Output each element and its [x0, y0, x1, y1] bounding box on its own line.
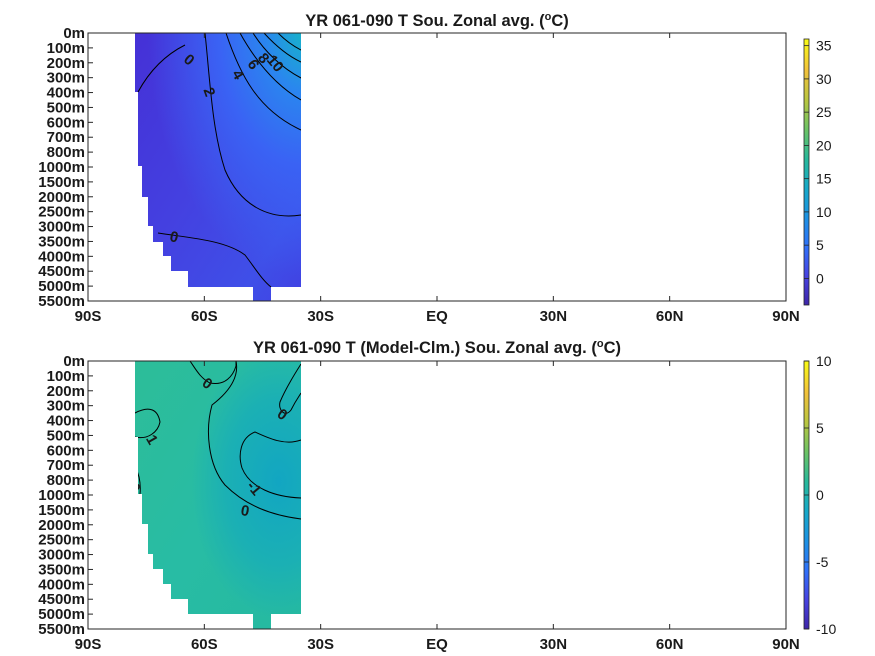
contour-line — [208, 361, 301, 520]
x-tick-label: 30N — [540, 636, 568, 653]
colorbar-frame — [803, 38, 810, 306]
x-tick-label: 90N — [772, 636, 800, 653]
y-tick-label: 1000m — [38, 159, 85, 176]
x-axis: 90S 60S 30S EQ 30N 60N 90N — [75, 361, 800, 653]
contour-line — [239, 431, 301, 499]
x-tick-label: 30S — [307, 636, 334, 653]
y-tick-label: 500m — [47, 99, 85, 116]
x-tick-label: 90S — [75, 636, 102, 653]
colorbar-tick-label: 10 — [816, 353, 832, 369]
colorbar-tick-label: 5 — [816, 420, 824, 436]
y-tick-label: 3500m — [38, 561, 85, 578]
y-axis: 0m100m200m300m400m500m600m700m800m1000m1… — [38, 353, 93, 638]
colorbar-tick-label: 10 — [816, 204, 832, 220]
y-tick-label: 1000m — [38, 487, 85, 504]
x-tick-label: 30S — [307, 308, 334, 325]
contour-line — [239, 33, 301, 101]
title-superscript: o — [597, 338, 604, 350]
contour-label: 0 — [125, 482, 143, 492]
y-tick-label: 0m — [63, 353, 85, 370]
contour-label: 0 — [168, 228, 180, 246]
y-tick-label: 300m — [47, 70, 85, 87]
y-tick-label: 700m — [47, 457, 85, 474]
y-tick-label: 4500m — [38, 591, 85, 608]
contour-line — [225, 33, 301, 131]
x-tick-label: 60N — [656, 308, 684, 325]
colorbar: 10 5 0 -5 -10 — [803, 353, 836, 637]
x-tick-label: EQ — [426, 636, 448, 653]
y-tick-label: 400m — [47, 85, 85, 102]
contour-line — [263, 33, 301, 63]
colorbar-ticks: 35 30 25 20 15 10 5 0 — [804, 38, 832, 286]
y-tick-label: 200m — [47, 55, 85, 72]
y-tick-label: 100m — [47, 40, 85, 57]
colorbar: 35 30 25 20 15 10 5 0 — [803, 38, 832, 306]
y-tick-label: 300m — [47, 398, 85, 415]
contour-label: 0 — [239, 502, 250, 520]
y-tick-label: 100m — [47, 368, 85, 385]
y-tick-label: 1500m — [38, 502, 85, 519]
colorbar-ticks: 10 5 0 -5 -10 — [804, 353, 836, 637]
chart-title: YR 061-090 T (Model-Clm.) Sou. Zonal avg… — [253, 338, 621, 357]
x-tick-label: 90N — [772, 308, 800, 325]
colorbar-tick-label: 5 — [816, 237, 824, 253]
y-tick-label: 2500m — [38, 532, 85, 549]
x-tick-label: 60S — [191, 636, 218, 653]
y-tick-label: 5500m — [38, 621, 85, 638]
y-tick-label: 3500m — [38, 233, 85, 250]
x-tick-label: 60N — [656, 636, 684, 653]
y-tick-label: 4500m — [38, 263, 85, 280]
contour-line — [204, 33, 301, 217]
y-tick-label: 5000m — [38, 606, 85, 623]
y-tick-label: 400m — [47, 413, 85, 430]
colorbar-tick-label: 25 — [816, 104, 832, 120]
colorbar-tick-label: -10 — [816, 621, 836, 637]
title-superscript: o — [545, 11, 552, 23]
contour-line — [137, 44, 186, 93]
y-tick-label: 600m — [47, 114, 85, 131]
colorbar-tick-label: -5 — [816, 554, 829, 570]
y-tick-label: 0m — [63, 25, 85, 42]
y-tick-label: 700m — [47, 129, 85, 146]
y-tick-label: 1500m — [38, 174, 85, 191]
y-tick-label: 3000m — [38, 219, 85, 236]
colorbar-tick-label: 30 — [816, 71, 832, 87]
contour-line — [252, 33, 301, 79]
y-tick-label: 4000m — [38, 248, 85, 265]
y-tick-label: 3000m — [38, 547, 85, 564]
colorbar-tick-label: 20 — [816, 137, 832, 153]
colorbar-tick-label: 0 — [816, 270, 824, 286]
y-tick-label: 2500m — [38, 204, 85, 221]
colorbar-tick-label: 15 — [816, 171, 832, 187]
panel-temperature: YR 061-090 T Sou. Zonal avg. (oC) 0 2 4 … — [38, 11, 832, 325]
x-tick-label: 30N — [540, 308, 568, 325]
y-tick-label: 5500m — [38, 293, 85, 310]
x-tick-label: 60S — [191, 308, 218, 325]
contour-line — [279, 363, 301, 414]
colorbar-tick-label: 0 — [816, 487, 824, 503]
panel-anomaly: YR 061-090 T (Model-Clm.) Sou. Zonal avg… — [38, 338, 836, 653]
y-tick-label: 800m — [47, 144, 85, 161]
y-tick-label: 2000m — [38, 189, 85, 206]
y-tick-label: 800m — [47, 472, 85, 489]
y-tick-label: 5000m — [38, 278, 85, 295]
x-tick-label: 90S — [75, 308, 102, 325]
contour-line — [277, 33, 301, 51]
x-axis: 90S 60S 30S EQ 30N 60N 90N — [75, 33, 800, 325]
colorbar-tick-label: 35 — [816, 38, 832, 54]
contour-line — [135, 408, 161, 439]
x-tick-label: EQ — [426, 308, 448, 325]
y-tick-label: 2000m — [38, 517, 85, 534]
contour-line — [157, 232, 272, 288]
contours — [135, 361, 301, 520]
y-axis: 0m100m200m300m400m500m600m700m800m1000m1… — [38, 25, 93, 310]
y-tick-label: 200m — [47, 383, 85, 400]
y-tick-label: 500m — [47, 427, 85, 444]
y-tick-label: 600m — [47, 442, 85, 459]
colorbar-gradient — [804, 39, 809, 305]
contours — [137, 33, 301, 288]
y-tick-label: 4000m — [38, 576, 85, 593]
chart-title: YR 061-090 T Sou. Zonal avg. (oC) — [305, 11, 568, 30]
